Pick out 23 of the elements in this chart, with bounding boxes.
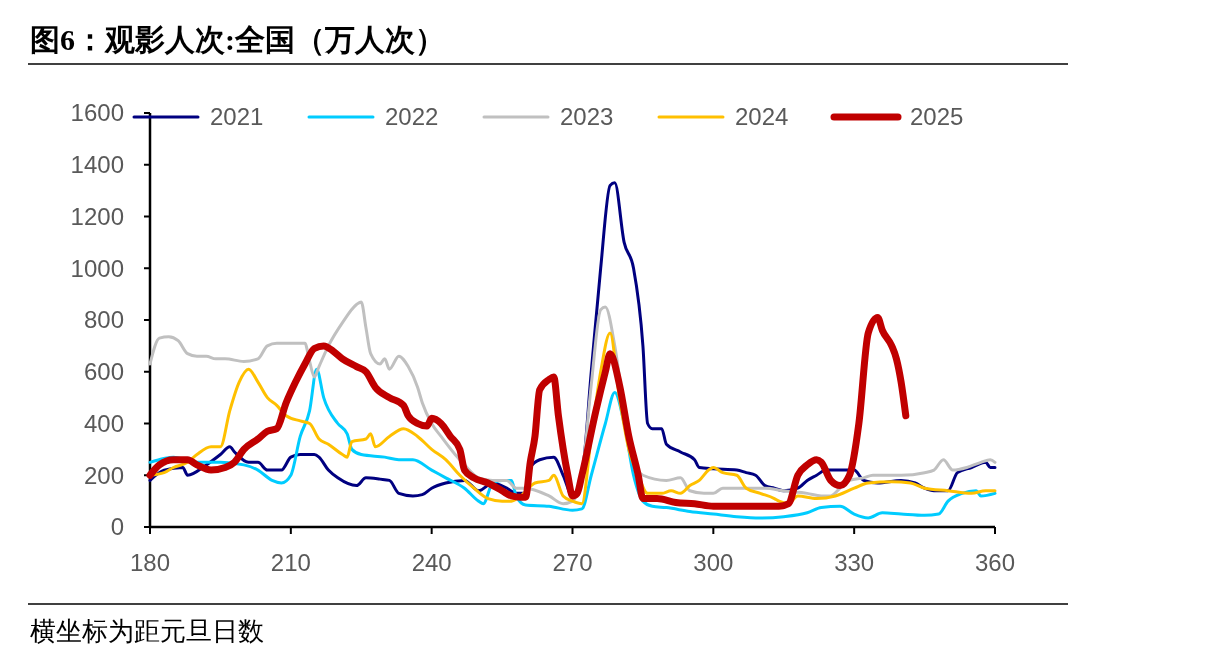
x-tick-label: 210 bbox=[270, 549, 311, 576]
y-tick-label: 0 bbox=[110, 513, 124, 541]
x-tick-label: 330 bbox=[834, 549, 875, 576]
y-tick-label: 200 bbox=[83, 461, 124, 489]
x-tick-label: 180 bbox=[129, 549, 171, 576]
y-tick-label: 400 bbox=[83, 409, 124, 437]
y-tick-label: 1200 bbox=[70, 202, 124, 230]
x-tick-label: 300 bbox=[693, 549, 734, 576]
text: 横坐标为距元旦日数 bbox=[30, 617, 264, 646]
legend-label: 2022 bbox=[385, 103, 439, 131]
y-tick-label: 600 bbox=[83, 358, 124, 386]
y-tick-label: 1400 bbox=[70, 151, 124, 179]
x-tick-label: 240 bbox=[411, 549, 452, 576]
x-tick-label: 270 bbox=[552, 549, 593, 576]
chart-title: 图6：观影人次:全国（万人次） bbox=[30, 23, 445, 56]
legend-label: 2024 bbox=[735, 103, 789, 131]
y-tick-label: 800 bbox=[83, 306, 124, 334]
legend-label: 2025 bbox=[910, 103, 964, 131]
y-tick-label: 1600 bbox=[70, 99, 124, 127]
legend-label: 2021 bbox=[210, 103, 264, 131]
x-tick-label: 360 bbox=[974, 549, 1016, 576]
y-tick-label: 1000 bbox=[70, 254, 124, 282]
legend-label: 2023 bbox=[560, 103, 614, 131]
